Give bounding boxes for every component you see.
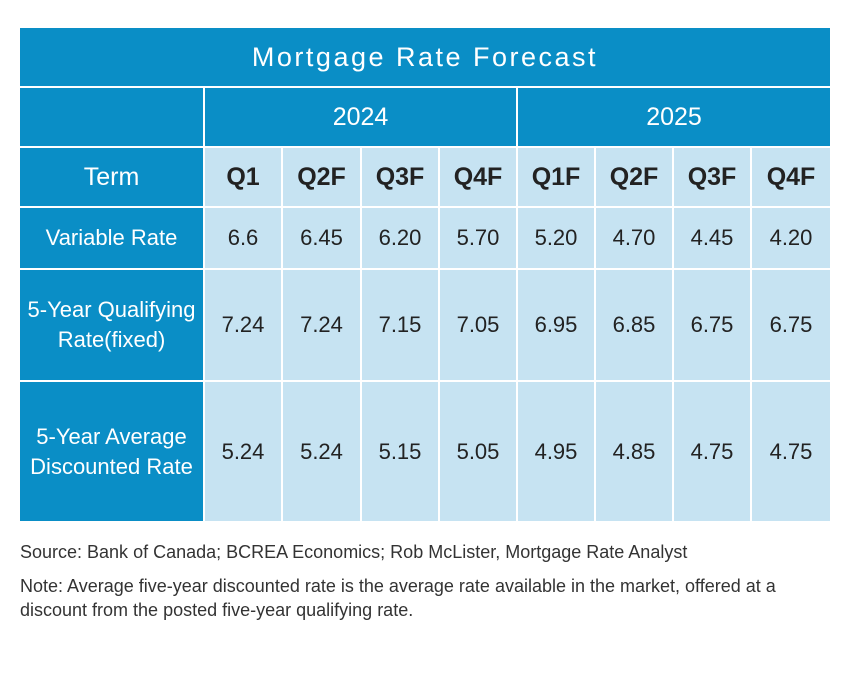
quarter-row: Term Q1 Q2F Q3F Q4F Q1F Q2F Q3F Q4F — [20, 148, 830, 208]
term-header: Term — [20, 148, 205, 208]
col-header: Q3F — [362, 148, 440, 208]
col-header: Q4F — [440, 148, 518, 208]
year-2025: 2025 — [518, 88, 830, 148]
table-cell: 4.70 — [596, 208, 674, 270]
table-title: Mortgage Rate Forecast — [20, 28, 830, 88]
table-cell: 6.45 — [283, 208, 362, 270]
table-cell: 7.24 — [205, 270, 283, 382]
table-cell: 7.24 — [283, 270, 362, 382]
row-label: Variable Rate — [20, 208, 205, 270]
row-label: 5-Year Average Discounted Rate — [20, 382, 205, 523]
title-row: Mortgage Rate Forecast — [20, 28, 830, 88]
forecast-table: Mortgage Rate Forecast 2024 2025 Term Q1… — [20, 28, 830, 523]
table-row: 5-Year Average Discounted Rate 5.24 5.24… — [20, 382, 830, 523]
table-cell: 5.24 — [205, 382, 283, 523]
table-cell: 4.45 — [674, 208, 752, 270]
table-cell: 4.95 — [518, 382, 596, 523]
year-2024: 2024 — [205, 88, 518, 148]
table-row: Variable Rate 6.6 6.45 6.20 5.70 5.20 4.… — [20, 208, 830, 270]
notes-block: Source: Bank of Canada; BCREA Economics;… — [20, 540, 780, 632]
footnote: Note: Average five-year discounted rate … — [20, 576, 776, 620]
col-header: Q1 — [205, 148, 283, 208]
table-cell: 7.05 — [440, 270, 518, 382]
table-cell: 6.20 — [362, 208, 440, 270]
table-cell: 4.75 — [674, 382, 752, 523]
table-cell: 6.95 — [518, 270, 596, 382]
year-row: 2024 2025 — [20, 88, 830, 148]
year-spacer — [20, 88, 205, 148]
table-cell: 4.75 — [752, 382, 830, 523]
table-cell: 6.6 — [205, 208, 283, 270]
table-cell: 5.24 — [283, 382, 362, 523]
col-header: Q2F — [596, 148, 674, 208]
row-label: 5-Year Qualifying Rate(fixed) — [20, 270, 205, 382]
table-cell: 4.20 — [752, 208, 830, 270]
table-row: 5-Year Qualifying Rate(fixed) 7.24 7.24 … — [20, 270, 830, 382]
col-header: Q3F — [674, 148, 752, 208]
table-cell: 6.85 — [596, 270, 674, 382]
table-cell: 5.70 — [440, 208, 518, 270]
table-cell: 5.05 — [440, 382, 518, 523]
col-header: Q1F — [518, 148, 596, 208]
table-cell: 6.75 — [674, 270, 752, 382]
table-cell: 4.85 — [596, 382, 674, 523]
col-header: Q4F — [752, 148, 830, 208]
source-note: Source: Bank of Canada; BCREA Economics;… — [20, 542, 688, 562]
table-cell: 5.20 — [518, 208, 596, 270]
col-header: Q2F — [283, 148, 362, 208]
table-cell: 6.75 — [752, 270, 830, 382]
table-cell: 7.15 — [362, 270, 440, 382]
table-cell: 5.15 — [362, 382, 440, 523]
